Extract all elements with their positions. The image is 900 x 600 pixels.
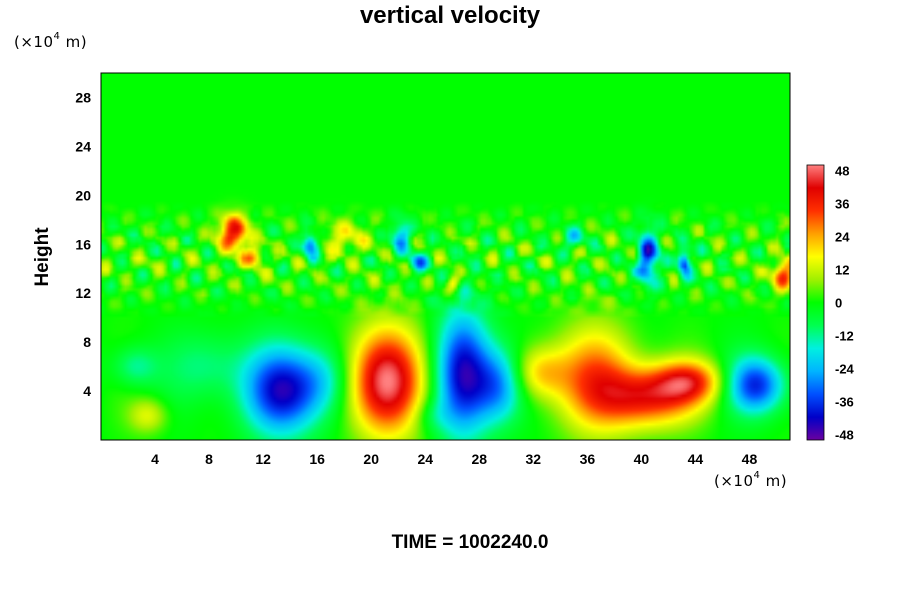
y-unit-prefix: (×10	[14, 33, 54, 51]
x-unit-suffix: m)	[760, 472, 788, 490]
y-tick-label: 4	[83, 383, 91, 399]
colorbar-tick-label: 36	[835, 197, 849, 212]
colorbar-tick-label: 0	[835, 296, 842, 311]
y-tick-label: 24	[75, 138, 91, 154]
y-tick-label: 20	[75, 187, 91, 203]
plot-area	[100, 72, 791, 441]
x-tick-label: 12	[255, 451, 271, 467]
y-unit-label: (×104 m)	[14, 31, 88, 51]
colorbar-tick-labels: 48 36 24 12 0 -12 -24 -36 -48	[835, 164, 855, 443]
y-tick-label: 8	[83, 334, 91, 350]
x-tick-label: 48	[742, 451, 758, 467]
heatmap-field	[101, 73, 790, 440]
colorbar-tick-label: -36	[835, 395, 854, 410]
x-tick-label: 16	[309, 451, 325, 467]
x-unit-exponent: 4	[753, 470, 761, 481]
x-tick-label: 28	[471, 451, 487, 467]
x-tick-label: 4	[151, 451, 159, 467]
colorbar: 48 36 24 12 0 -12 -24 -36 -48	[806, 164, 855, 443]
colorbar-tick-label: -48	[835, 428, 854, 443]
x-tick-label: 40	[634, 451, 650, 467]
y-tick-label: 12	[75, 285, 91, 301]
colorbar-strip	[806, 164, 825, 441]
x-tick-label: 24	[417, 451, 433, 467]
x-tick-label: 8	[205, 451, 213, 467]
y-tick-labels: 4 8 12 16 20 24 28	[75, 89, 91, 399]
x-tick-label: 32	[526, 451, 542, 467]
colorbar-tick-label: 48	[835, 164, 849, 179]
x-tick-label: 20	[363, 451, 379, 467]
colorbar-tick-label: -24	[835, 362, 855, 377]
y-tick-label: 28	[75, 89, 91, 105]
y-unit-exponent: 4	[53, 31, 61, 42]
time-label: TIME = 1002240.0	[391, 532, 549, 553]
chart-title: vertical velocity	[359, 2, 541, 29]
colorbar-tick-label: 24	[835, 230, 850, 245]
x-unit-prefix: (×10	[714, 472, 754, 490]
x-tick-label: 44	[688, 451, 704, 467]
y-unit-suffix: m)	[60, 33, 88, 51]
x-tick-label: 36	[580, 451, 596, 467]
y-axis-label: Height	[32, 227, 53, 287]
colorbar-tick-label: 12	[835, 263, 849, 278]
y-tick-label: 16	[75, 236, 91, 252]
colorbar-tick-label: -12	[835, 329, 854, 344]
x-unit-label: (×104 m)	[714, 470, 788, 490]
x-tick-labels: 4 8 12 16 20 24 28 32 36 40 44 48	[151, 451, 757, 467]
plot-frame	[100, 72, 791, 441]
